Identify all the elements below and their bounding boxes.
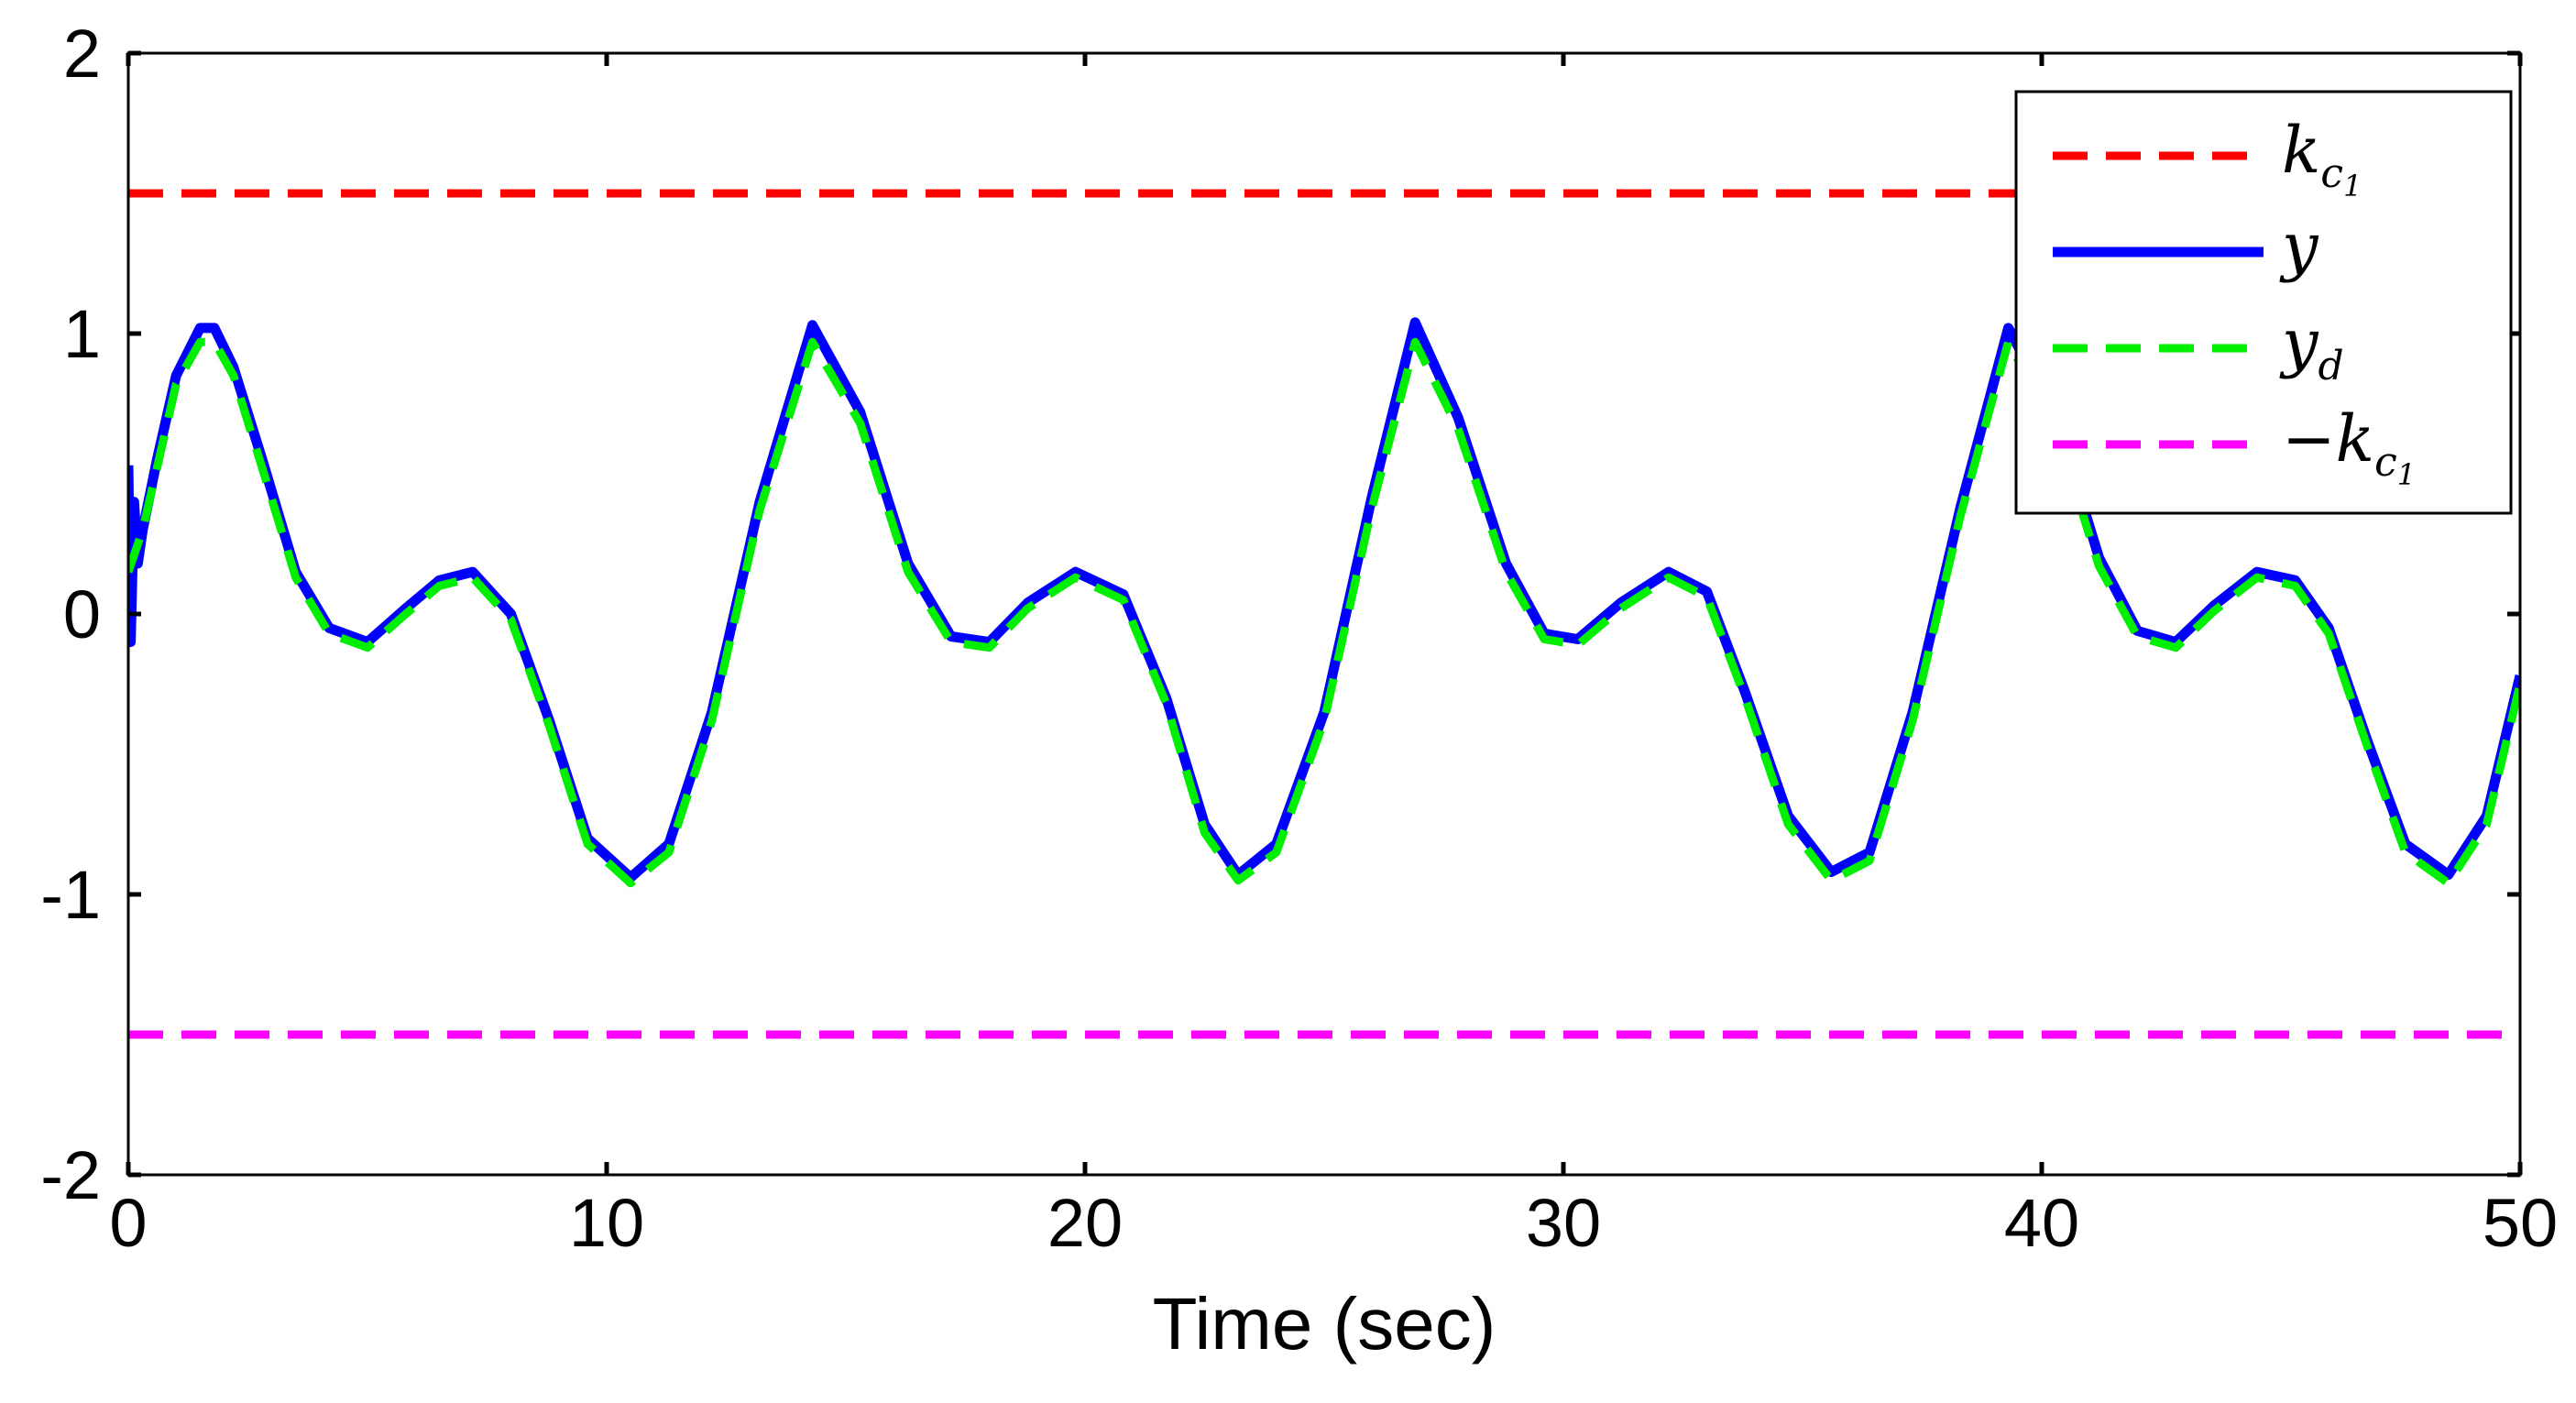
y-tick-label: -2 <box>40 1137 101 1213</box>
y-tick-label: 1 <box>63 296 101 372</box>
x-tick-label: 40 <box>2004 1185 2079 1261</box>
x-tick-label: 30 <box>1526 1185 1601 1261</box>
x-tick-label: 50 <box>2483 1185 2558 1261</box>
y-tick-label: 2 <box>63 16 101 92</box>
y-tick-label: -1 <box>40 857 101 933</box>
x-tick-label: 0 <box>109 1185 147 1261</box>
x-tick-label: 10 <box>569 1185 644 1261</box>
legend-label-4: −kc1 <box>2282 401 2416 492</box>
y-tick-label: 0 <box>63 576 101 652</box>
series-line-3 <box>128 337 2520 888</box>
legend-box <box>2014 90 2513 515</box>
legend-label-1: kc1 <box>2282 113 2362 203</box>
legend-label-3: yd <box>2279 305 2344 389</box>
x-axis-label: Time (sec) <box>1153 1283 1496 1365</box>
legend-label-2: y <box>2279 209 2319 284</box>
x-tick-label: 20 <box>1047 1185 1123 1261</box>
